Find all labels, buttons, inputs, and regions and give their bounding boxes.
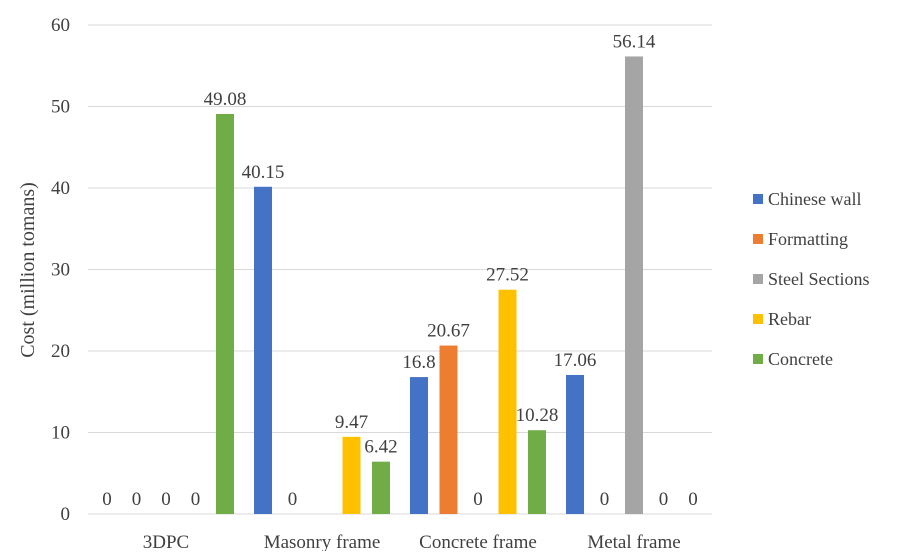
data-labels: 0 0 0 049.0840.1509.476.4216.820.67027.5210…: [102, 31, 698, 510]
data-label: 0: [102, 489, 112, 510]
legend-swatch: [753, 314, 763, 324]
bar-rebar: [342, 436, 361, 514]
bar-chinese-wall: [566, 374, 584, 514]
y-tick-label: 60: [51, 15, 70, 36]
data-label: 27.52: [486, 265, 529, 286]
bar-concrete: [528, 430, 546, 514]
legend: Chinese wall Formatting Steel Sections Reba…: [753, 189, 870, 369]
data-label: 6.42: [364, 437, 397, 458]
data-label: 0: [132, 489, 142, 510]
data-label: 0: [288, 489, 298, 510]
x-category-label: Metal frame: [587, 532, 680, 551]
legend-label: Formatting: [768, 229, 848, 249]
data-label: 0: [191, 489, 201, 510]
bar-formatting: [439, 345, 458, 514]
y-axis-ticks: 0 10 20 30 40 50 60: [51, 15, 70, 525]
data-label: 10.28: [516, 405, 559, 426]
bar-chinese-wall: [254, 186, 272, 514]
bars: [216, 56, 643, 515]
legend-swatch: [753, 354, 763, 364]
data-label: 9.47: [335, 412, 368, 433]
legend-swatch: [753, 234, 763, 244]
y-tick-label: 10: [51, 423, 70, 444]
data-label: 20.67: [427, 321, 470, 342]
data-label: 0: [473, 489, 483, 510]
legend-label: Steel Sections: [768, 269, 870, 289]
bar-concrete: [216, 113, 234, 515]
x-category-label: 3DPC: [143, 532, 189, 551]
data-label: 0: [161, 489, 171, 510]
bar-chinese-wall: [410, 377, 428, 514]
y-tick-label: 0: [61, 504, 71, 525]
legend-swatch: [753, 274, 763, 284]
y-axis-title: Cost (million tomans): [17, 182, 39, 358]
bar-concrete: [372, 461, 390, 514]
data-label: 0: [659, 489, 669, 510]
data-label: 49.08: [204, 89, 247, 110]
data-label: 40.15: [242, 162, 285, 183]
y-tick-label: 20: [51, 341, 70, 362]
bar-steel-sections: [625, 56, 643, 515]
data-label: 56.14: [613, 31, 656, 52]
legend-label: Concrete: [768, 349, 833, 369]
legend-label: Rebar: [768, 309, 811, 329]
y-tick-label: 40: [51, 178, 70, 199]
legend-swatch: [753, 194, 763, 204]
x-category-label: Masonry frame: [264, 532, 381, 551]
bar-rebar: [498, 289, 517, 514]
x-category-label: Concrete frame: [419, 532, 537, 551]
data-label: 16.8: [402, 352, 435, 373]
data-label: 0: [688, 489, 698, 510]
legend-label: Chinese wall: [768, 189, 861, 209]
y-tick-label: 50: [51, 97, 70, 118]
data-label: 17.06: [554, 350, 597, 371]
x-axis-categories: 3DPC Masonry frame Concrete frame Metal fra…: [143, 532, 681, 553]
data-label: 0: [600, 489, 610, 510]
gridlines: [88, 24, 712, 515]
y-tick-label: 30: [51, 260, 70, 281]
